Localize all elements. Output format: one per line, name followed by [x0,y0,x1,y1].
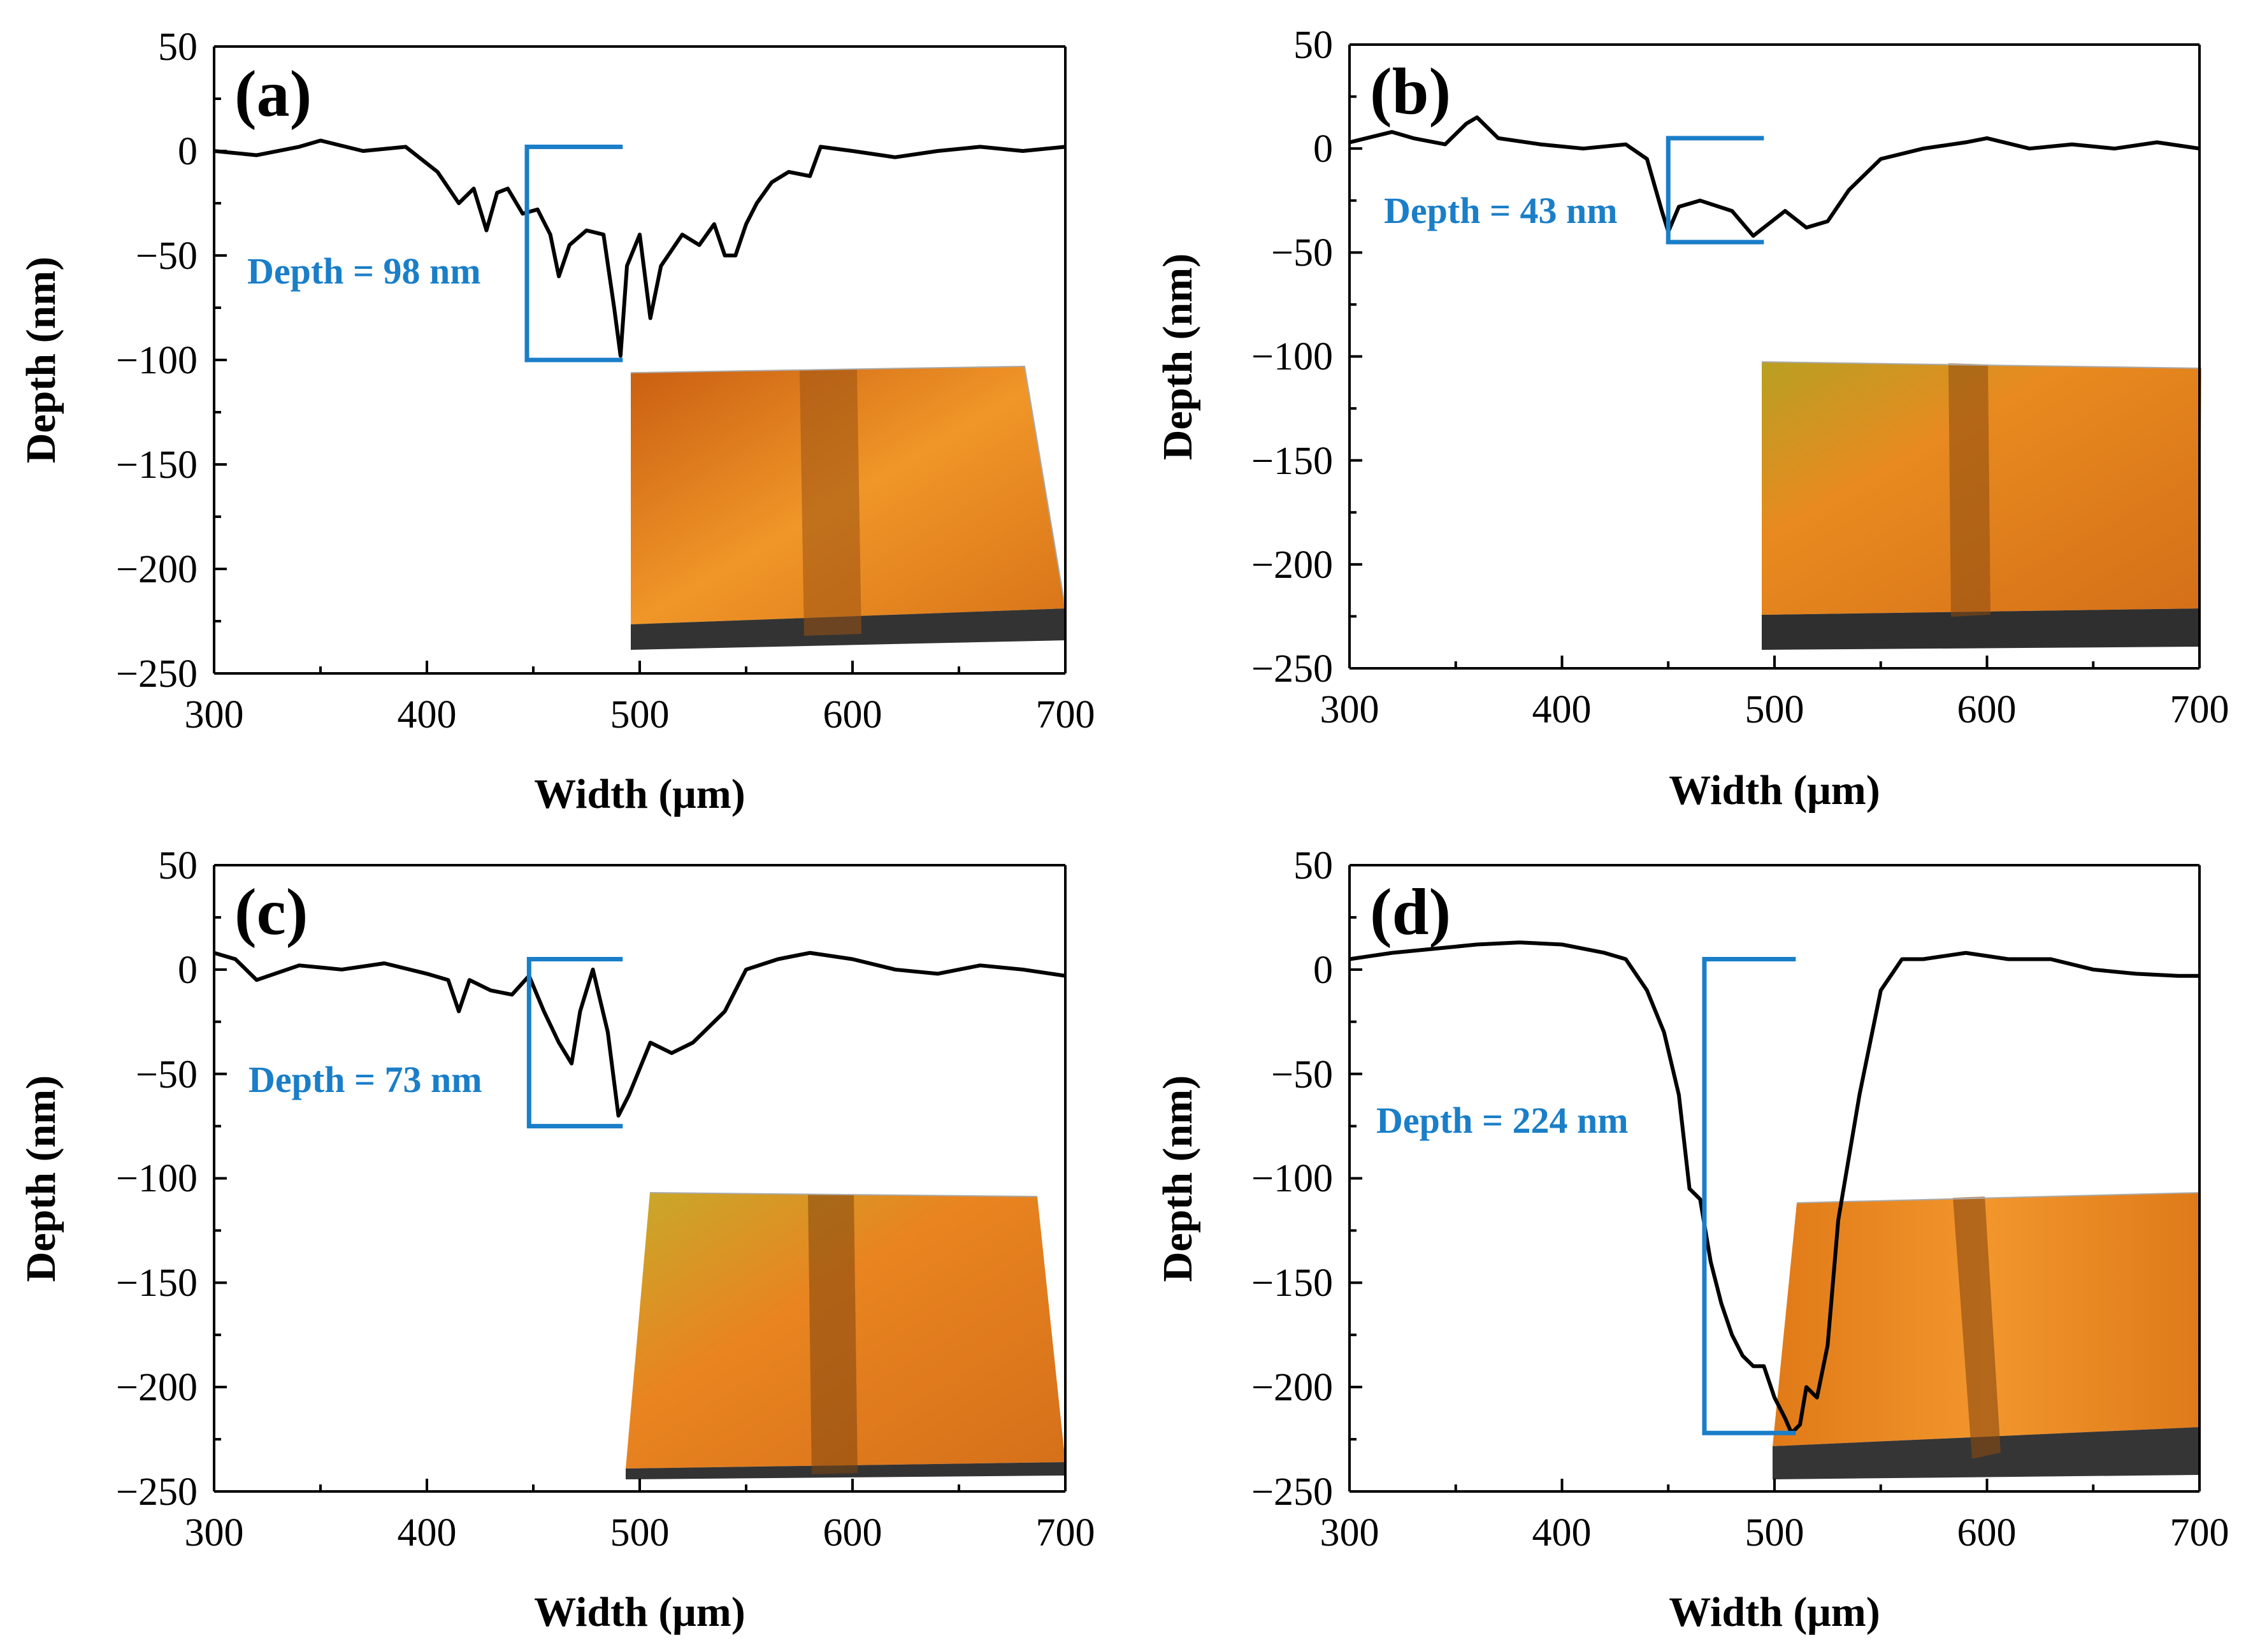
depth-profile-line [213,951,1066,1118]
x-tick-label: 500 [610,1511,670,1555]
y-axis-title: Depth (nm) [1155,1075,1201,1282]
x-tick-label: 600 [1957,688,2017,731]
depth-profile-line [1349,940,2199,1435]
panel-d: (d) 300 400 500 600 700 50 0 −50 −100 −1… [1155,844,2229,1635]
depth-profile-line [213,138,1066,358]
x-tick-label: 600 [823,693,882,736]
y-tick-label: 0 [1313,127,1333,171]
x-tick-label: 400 [1532,1511,1592,1555]
y-tick-label: −200 [116,548,198,591]
x-tick-label: 600 [823,1511,882,1555]
y-tick-label: 50 [158,25,198,69]
depth-bracket [1666,136,1764,245]
depth-annotation: Depth = 73 nm [248,1059,482,1100]
y-tick-label: 50 [158,844,198,887]
y-tick-label: 50 [1293,844,1333,887]
inset-d [1773,1192,2200,1479]
x-axis-title: Width (μm) [1669,767,1880,814]
depth-profile-line [1349,115,2200,238]
y-tick-label: 0 [178,130,198,173]
y-tick-label: −150 [116,443,198,487]
y-tick-label: −250 [116,652,198,696]
y-tick-label: −50 [1271,1053,1333,1096]
x-tick-label: 400 [1532,688,1592,731]
depth-bracket [524,144,623,363]
inset-groove [808,1194,858,1474]
y-tick-label: −100 [116,339,198,382]
inset-frame [649,1192,1038,1197]
x-tick-label: 700 [1036,693,1095,736]
panel-b: (b) 300 400 500 600 700 50 0 −50 −100 −1… [1155,24,2229,814]
inset-a [630,365,1066,650]
y-tick-label: 50 [1293,24,1333,67]
x-tick-label: 300 [185,693,244,736]
y-tick-label: −100 [1251,335,1333,378]
y-axis-title: Depth (nm) [18,257,64,464]
y-tick-label: 0 [178,949,198,992]
x-axis-title: Width (μm) [534,1589,745,1635]
y-tick-label: −50 [136,1053,198,1096]
inset-frame [1761,361,2202,369]
inset-base [1762,608,2199,650]
inset-b [1761,361,2202,650]
y-tick-label: −100 [1251,1157,1333,1200]
x-tick-label: 500 [1745,688,1804,731]
y-tick-label: −150 [1251,440,1333,483]
x-tick-label: 700 [2170,1511,2229,1555]
panel-c: (c) 300 400 500 600 700 50 0 −50 −100 −1… [18,844,1095,1635]
x-tick-label: 400 [398,693,457,736]
inset-groove [1948,363,1990,617]
inset-groove [800,370,861,636]
depth-annotation: Depth = 224 nm [1376,1100,1629,1141]
y-tick-label: −200 [1251,543,1333,587]
x-tick-label: 300 [1320,688,1379,731]
y-tick-label: −200 [1251,1366,1333,1409]
x-axis-title: Width (μm) [1669,1589,1880,1635]
x-tick-label: 300 [185,1511,244,1555]
panel-a: (a) 300 400 500 600 700 50 0 −50 −100 −1… [18,25,1095,817]
y-tick-label: −200 [116,1366,198,1409]
inset-c [626,1192,1065,1479]
x-tick-label: 700 [1036,1511,1095,1555]
panel-label: (a) [234,57,312,131]
x-tick-label: 300 [1320,1511,1379,1555]
x-tick-label: 600 [1957,1511,2017,1555]
y-axis-title: Depth (nm) [18,1075,64,1282]
depth-annotation: Depth = 43 nm [1384,190,1618,231]
x-tick-label: 500 [1745,1511,1804,1555]
y-tick-label: −250 [116,1470,198,1514]
panel-label: (d) [1370,875,1451,949]
y-axis-title: Depth (nm) [1155,254,1201,461]
y-tick-label: −150 [116,1261,198,1305]
x-tick-label: 700 [2170,688,2229,731]
inset-frame [1796,1192,2200,1203]
x-axis-title: Width (μm) [534,771,745,817]
inset-frame [630,365,1066,609]
inset-groove [1953,1196,2001,1459]
panel-label: (b) [1370,55,1451,128]
y-tick-label: −50 [136,234,198,278]
depth-annotation: Depth = 98 nm [247,250,481,292]
y-tick-label: −100 [116,1157,198,1200]
y-tick-label: 0 [1313,949,1333,992]
panel-label: (c) [234,875,308,949]
x-tick-label: 500 [610,693,670,736]
y-tick-label: −250 [1251,647,1333,691]
y-tick-label: −50 [1271,231,1333,275]
y-tick-label: −250 [1251,1470,1333,1514]
depth-bracket [526,956,623,1129]
x-tick-label: 400 [398,1511,457,1555]
y-tick-label: −150 [1251,1261,1333,1305]
depth-bracket [1702,956,1796,1435]
